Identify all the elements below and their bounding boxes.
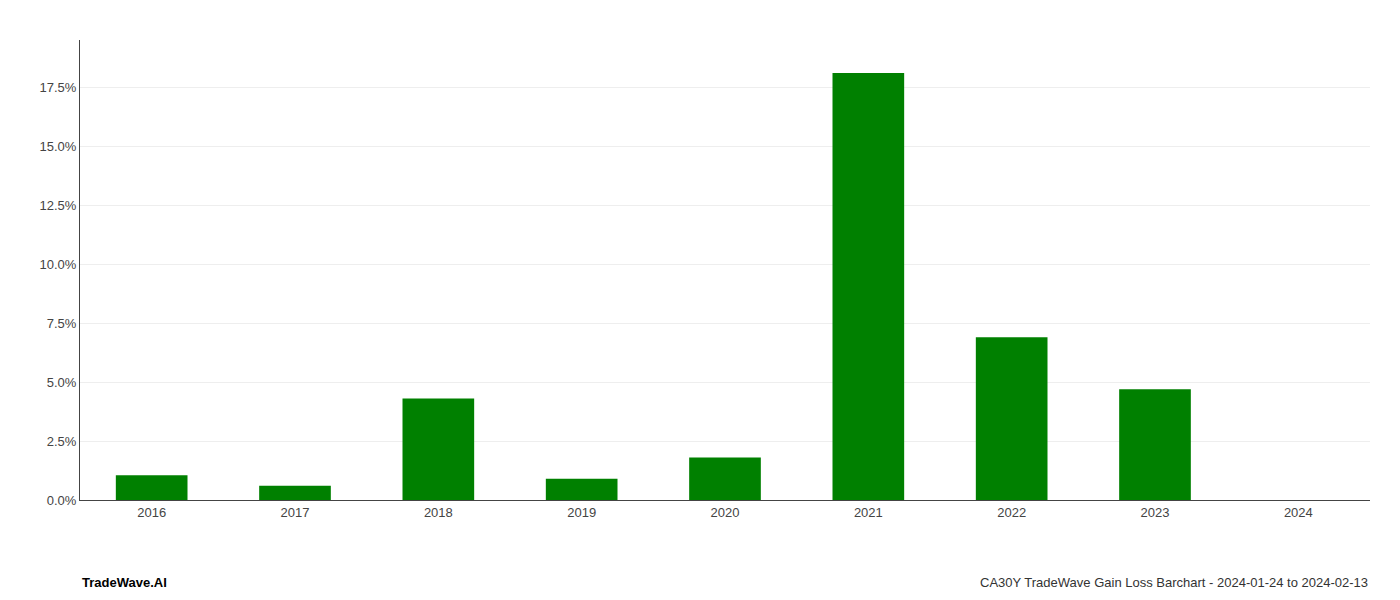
svg-text:2020: 2020 (711, 505, 740, 520)
svg-text:17.5%: 17.5% (40, 80, 77, 95)
svg-text:2019: 2019 (567, 505, 596, 520)
svg-text:2017: 2017 (281, 505, 310, 520)
svg-text:2.5%: 2.5% (47, 434, 77, 449)
svg-text:2023: 2023 (1141, 505, 1170, 520)
svg-text:2021: 2021 (854, 505, 883, 520)
svg-text:0.0%: 0.0% (47, 493, 77, 508)
svg-text:2018: 2018 (424, 505, 453, 520)
svg-text:15.0%: 15.0% (40, 139, 77, 154)
svg-text:5.0%: 5.0% (47, 375, 77, 390)
svg-text:TradeWave.AI: TradeWave.AI (82, 575, 167, 590)
svg-text:2022: 2022 (997, 505, 1026, 520)
svg-text:CA30Y TradeWave Gain Loss Barc: CA30Y TradeWave Gain Loss Barchart - 202… (980, 575, 1368, 590)
svg-text:2024: 2024 (1284, 505, 1313, 520)
svg-text:12.5%: 12.5% (40, 198, 77, 213)
svg-text:10.0%: 10.0% (40, 257, 77, 272)
svg-text:7.5%: 7.5% (47, 316, 77, 331)
svg-text:2016: 2016 (137, 505, 166, 520)
